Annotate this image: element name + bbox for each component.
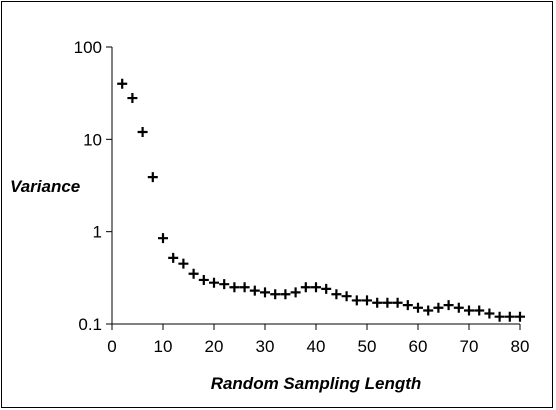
data-point (168, 252, 179, 263)
data-point (413, 302, 423, 313)
x-axis-title: Random Sampling Length (211, 374, 422, 393)
y-tick-label: 10 (83, 130, 102, 149)
data-point (515, 311, 525, 322)
x-tick-label: 10 (154, 337, 173, 356)
data-point (443, 300, 454, 311)
data-point (311, 282, 321, 293)
data-point (494, 311, 505, 322)
data-point (229, 282, 240, 293)
data-points (117, 78, 525, 322)
data-point (362, 295, 372, 306)
y-tick-label: 1 (93, 223, 102, 242)
x-tick-label: 80 (511, 337, 530, 356)
data-point (504, 311, 515, 322)
y-axis-title: Variance (10, 177, 80, 196)
y-tick-label: 100 (74, 38, 102, 57)
data-point (209, 277, 219, 288)
data-point (117, 78, 128, 89)
x-tick-label: 70 (460, 337, 479, 356)
data-point (484, 308, 495, 319)
x-tick-label: 40 (307, 337, 326, 356)
data-point (188, 268, 199, 279)
x-tick-label: 30 (256, 337, 275, 356)
x-tick-label: 0 (107, 337, 116, 356)
y-axis-ticks: 0.1 1 10 100 (74, 38, 112, 334)
data-point (433, 302, 444, 313)
data-point (321, 283, 332, 294)
x-axis-ticks: 0 10 20 30 40 50 60 70 80 (107, 324, 529, 356)
data-point (351, 295, 362, 306)
data-point (198, 274, 209, 285)
data-point (127, 93, 138, 104)
data-point (300, 282, 311, 293)
data-point (372, 297, 383, 308)
data-point (147, 172, 158, 183)
data-point (219, 279, 230, 290)
data-point (402, 300, 413, 311)
y-tick-label: 0.1 (78, 315, 102, 334)
x-tick-label: 20 (205, 337, 224, 356)
data-point (260, 287, 270, 298)
data-point (290, 287, 301, 298)
data-point (453, 302, 464, 313)
data-point (239, 282, 250, 293)
data-point (178, 258, 189, 269)
x-tick-label: 50 (358, 337, 377, 356)
data-point (280, 289, 291, 300)
data-point (270, 289, 281, 300)
data-point (158, 233, 168, 244)
data-point (464, 305, 474, 316)
data-point (423, 305, 434, 316)
data-point (474, 305, 485, 316)
data-point (249, 285, 260, 296)
data-point (392, 297, 403, 308)
x-tick-label: 60 (409, 337, 428, 356)
data-point (382, 297, 393, 308)
data-point (331, 289, 342, 300)
data-point (341, 291, 352, 302)
data-point (137, 127, 148, 138)
